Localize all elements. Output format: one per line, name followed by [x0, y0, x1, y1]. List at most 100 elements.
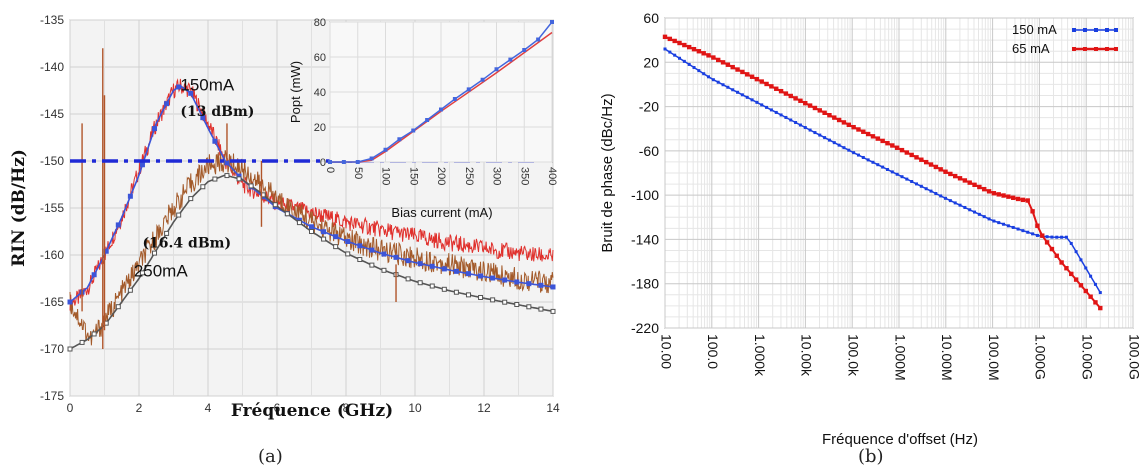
series-marker — [682, 59, 686, 63]
series-marker — [885, 140, 890, 146]
tick-label-y: -135 — [40, 13, 64, 27]
legend-swatch-marker — [1114, 47, 1118, 51]
series-marker — [176, 84, 182, 90]
series-marker — [794, 120, 798, 124]
inset-series-marker — [328, 160, 332, 164]
series-marker — [1093, 282, 1097, 286]
inset-series-marker — [550, 20, 554, 24]
legend-swatch-marker — [1072, 28, 1076, 32]
series-marker — [333, 244, 339, 250]
series-marker — [1079, 258, 1083, 262]
series-marker — [224, 160, 230, 166]
series-marker — [333, 234, 339, 240]
series-marker — [991, 191, 997, 196]
tick-label-y: 20 — [643, 54, 659, 70]
series-marker — [678, 56, 682, 60]
series-marker — [321, 229, 327, 235]
series-marker — [236, 176, 242, 182]
series-marker — [1015, 196, 1021, 202]
inset-tick-label-x: 50 — [352, 167, 364, 179]
tick-label-y: -100 — [631, 187, 659, 203]
series-marker — [924, 187, 928, 191]
series-marker — [381, 251, 387, 257]
series-marker — [933, 164, 939, 170]
inset-series-marker — [439, 107, 443, 112]
tick-label-x: 10.00k — [799, 334, 815, 377]
inset-series-marker — [425, 118, 430, 122]
series-line-noisy — [69, 78, 554, 311]
series-marker — [345, 251, 351, 257]
tick-label-y: -140 — [40, 60, 64, 74]
series-marker — [832, 141, 836, 145]
series-marker — [836, 117, 842, 123]
series-marker — [502, 277, 508, 283]
series-marker — [453, 268, 459, 274]
series-marker — [725, 62, 731, 67]
series-marker — [502, 299, 508, 305]
tick-label-x: 100.0G — [1126, 334, 1142, 380]
series-marker — [856, 153, 860, 157]
series-marker — [139, 270, 145, 276]
series-marker — [702, 72, 706, 76]
series-marker — [876, 163, 880, 167]
series-marker — [526, 281, 532, 287]
inset-series-marker — [383, 147, 388, 152]
series-marker — [212, 138, 218, 144]
tick-label-x: 12 — [477, 401, 491, 415]
series-marker — [1031, 232, 1035, 236]
tick-label-x: 1.000k — [752, 334, 768, 377]
series-marker — [803, 126, 807, 130]
series-marker — [754, 76, 760, 82]
series-marker — [200, 184, 206, 190]
series-marker — [963, 205, 967, 209]
series-marker — [789, 118, 793, 122]
series-marker — [996, 192, 1001, 197]
series-marker — [716, 57, 721, 63]
series-marker — [212, 176, 218, 182]
series-marker — [514, 301, 520, 307]
series-marker — [856, 127, 861, 132]
series-marker — [798, 123, 802, 127]
series-marker — [731, 88, 735, 92]
series-marker — [711, 78, 715, 82]
series-marker — [393, 254, 399, 260]
series-marker — [846, 122, 851, 128]
series-marker — [735, 67, 740, 72]
tick-label-x: 0 — [67, 401, 74, 415]
series-marker — [381, 267, 387, 273]
series-marker — [1006, 224, 1010, 228]
series-marker — [847, 148, 851, 152]
series-marker — [538, 282, 544, 288]
series-marker — [968, 208, 972, 212]
inset-tick-label-y: 20 — [314, 122, 326, 134]
inset-series-marker — [480, 77, 485, 82]
series-marker — [919, 157, 924, 162]
series-marker — [929, 189, 933, 193]
series-marker — [1050, 235, 1054, 239]
series-marker — [152, 250, 158, 256]
series-marker — [759, 79, 764, 84]
series-marker — [538, 306, 544, 312]
series-marker — [749, 74, 755, 79]
series-marker — [369, 262, 375, 268]
inset-tick-label-x: 350 — [518, 167, 530, 185]
series-marker — [803, 100, 808, 106]
legend-label: 65 mA — [1012, 41, 1050, 56]
series-marker — [417, 261, 423, 267]
series-marker — [962, 178, 968, 183]
tick-label-y: -180 — [631, 276, 659, 292]
series-marker — [730, 64, 735, 70]
series-marker — [429, 283, 435, 289]
series-marker — [1006, 194, 1011, 199]
series-marker — [152, 126, 158, 132]
series-marker — [905, 177, 909, 181]
series-marker — [934, 192, 938, 196]
series-marker — [1088, 294, 1093, 299]
series-marker — [357, 243, 363, 249]
series-marker — [478, 294, 484, 300]
series-marker — [514, 279, 520, 285]
series-marker — [550, 284, 556, 290]
series-marker — [977, 184, 982, 190]
tick-label-y: -220 — [631, 320, 659, 336]
series-marker — [1045, 235, 1049, 239]
